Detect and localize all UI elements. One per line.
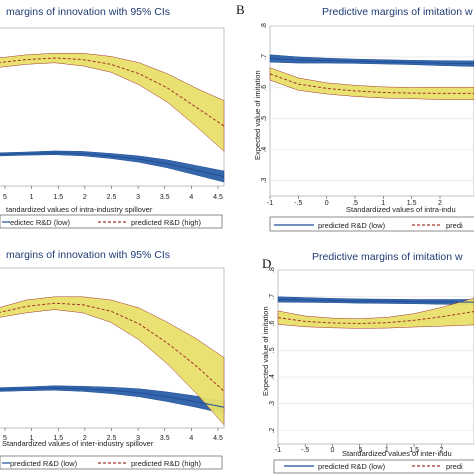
y-tick-label: .5 xyxy=(269,347,276,353)
y-tick-label: .8 xyxy=(261,23,268,29)
x-axis-label: tandardized values of intra-industry spi… xyxy=(6,205,153,214)
x-tick-label: 5 xyxy=(3,435,7,442)
y-tick-label: .2 xyxy=(269,428,276,434)
ci-band-low xyxy=(0,385,225,414)
x-tick-label: 0 xyxy=(330,447,334,454)
ci-band-low xyxy=(269,54,474,67)
x-axis-label: Standardized values of intra-indu xyxy=(346,205,456,214)
panel-letter-d: D xyxy=(262,256,271,271)
x-tick-label: 0 xyxy=(325,200,329,207)
y-tick-label: .3 xyxy=(269,401,276,407)
x-tick-label: 2.5 xyxy=(107,435,117,442)
x-tick-label: .5 xyxy=(352,200,358,207)
x-tick-label: 4.5 xyxy=(213,194,223,201)
x-tick-label: 2 xyxy=(438,200,442,207)
y-tick-label: .8 xyxy=(269,267,276,273)
legend: predicted R&D (low) predi xyxy=(269,216,474,232)
ci-band-low xyxy=(0,150,225,183)
y-tick-label: .4 xyxy=(269,374,276,380)
chart-panel-a: margins of innovation with 95% CIs 5 1 1.5… xyxy=(0,6,225,229)
series-line-low xyxy=(0,387,225,408)
ci-band-high xyxy=(277,297,474,329)
x-tick-label: 1.5 xyxy=(53,194,63,201)
chart-title: Predictive margins of imitation w xyxy=(312,251,463,263)
x-tick-label: 1.5 xyxy=(407,200,417,207)
x-tick-label: -1 xyxy=(267,200,273,207)
chart-title: margins of innovation with 95% CIs xyxy=(6,249,170,261)
x-axis-label: Standardized values of inter-indu xyxy=(342,449,452,458)
y-tick-label: .7 xyxy=(261,54,268,60)
legend: predicted R&D (low) predicted R&D (high) xyxy=(0,455,223,470)
x-tick-label: 2 xyxy=(439,447,443,454)
legend-label-low: predicted R&D (low) xyxy=(318,221,386,230)
series-line-low xyxy=(277,298,474,303)
plot-frame xyxy=(269,25,474,197)
x-tick-label: 4 xyxy=(189,194,193,201)
legend-label-high: predicted R&D (high) xyxy=(131,459,202,468)
series-line-high xyxy=(269,73,474,94)
y-tick-label: .4 xyxy=(261,147,268,153)
x-tick-label: 5 xyxy=(3,194,7,201)
x-axis-label: Standardized values of inter-industry sp… xyxy=(2,439,154,448)
x-tick-label: 3 xyxy=(136,435,140,442)
y-tick-label: .5 xyxy=(261,116,268,122)
x-tick-label: -.5 xyxy=(294,200,302,207)
chart-title: margins of innovation with 95% CIs xyxy=(6,6,170,18)
series-line-high xyxy=(277,311,474,325)
x-tick-label: 2.5 xyxy=(107,194,117,201)
panel-letter-b: B xyxy=(236,2,245,17)
x-tick-label: .5 xyxy=(357,447,363,454)
plot-frame xyxy=(0,267,225,429)
series-line-low xyxy=(269,58,474,65)
x-tick-label: 3 xyxy=(136,194,140,201)
legend-label-low: predicted R&D (low) xyxy=(10,459,78,468)
x-tick-label: 1 xyxy=(385,447,389,454)
legend-label-low: predicted R&D (low) xyxy=(318,462,386,471)
x-tick-label: 4.5 xyxy=(213,435,223,442)
legend: edictec R&D (low) predicted R&D (high) xyxy=(0,214,223,229)
x-tick-label: 4 xyxy=(189,435,193,442)
chart-panel-b: B Predictive margins of imitation w Expe… xyxy=(236,2,474,232)
x-tick-label: 1.5 xyxy=(53,435,63,442)
ci-band-high xyxy=(269,67,474,100)
x-tick-label: 1 xyxy=(30,435,34,442)
ci-band-high xyxy=(0,296,225,426)
x-tick-label: 3.5 xyxy=(160,194,170,201)
y-axis-label: Expected value of imitation xyxy=(261,306,270,396)
x-tick-label: 2 xyxy=(83,194,87,201)
y-tick-label: .6 xyxy=(269,321,276,327)
series-line-low xyxy=(0,152,225,177)
x-tick-label: -.5 xyxy=(301,447,309,454)
chart-title: Predictive margins of imitation w xyxy=(322,6,473,18)
y-axis-label: Expected value of imitation xyxy=(253,70,262,160)
x-tick-label: -1 xyxy=(275,447,281,454)
y-tick-label: .6 xyxy=(261,85,268,91)
x-tick-label: 2 xyxy=(83,435,87,442)
ci-band-high xyxy=(0,53,225,152)
x-tick-label: 1 xyxy=(30,194,34,201)
legend-label-low: edictec R&D (low) xyxy=(10,218,71,227)
legend: predicted R&D (low) predi xyxy=(273,459,474,474)
y-tick-label: .3 xyxy=(261,178,268,184)
x-tick-label: 1.5 xyxy=(409,447,419,454)
y-tick-label: .7 xyxy=(269,294,276,300)
legend-label-high: predi xyxy=(446,462,463,471)
x-tick-label: 3.5 xyxy=(160,435,170,442)
chart-panel-d: D Predictive margins of imitation w Expe… xyxy=(261,251,474,474)
plot-frame xyxy=(277,269,474,445)
series-line-high xyxy=(0,57,225,127)
legend-label-high: predicted R&D (high) xyxy=(131,218,202,227)
x-tick-label: 1 xyxy=(381,200,385,207)
chart-panel-c: margins of innovation with 95% CIs 5 1 1.5… xyxy=(0,249,225,470)
legend-label-high: predi xyxy=(446,221,463,230)
